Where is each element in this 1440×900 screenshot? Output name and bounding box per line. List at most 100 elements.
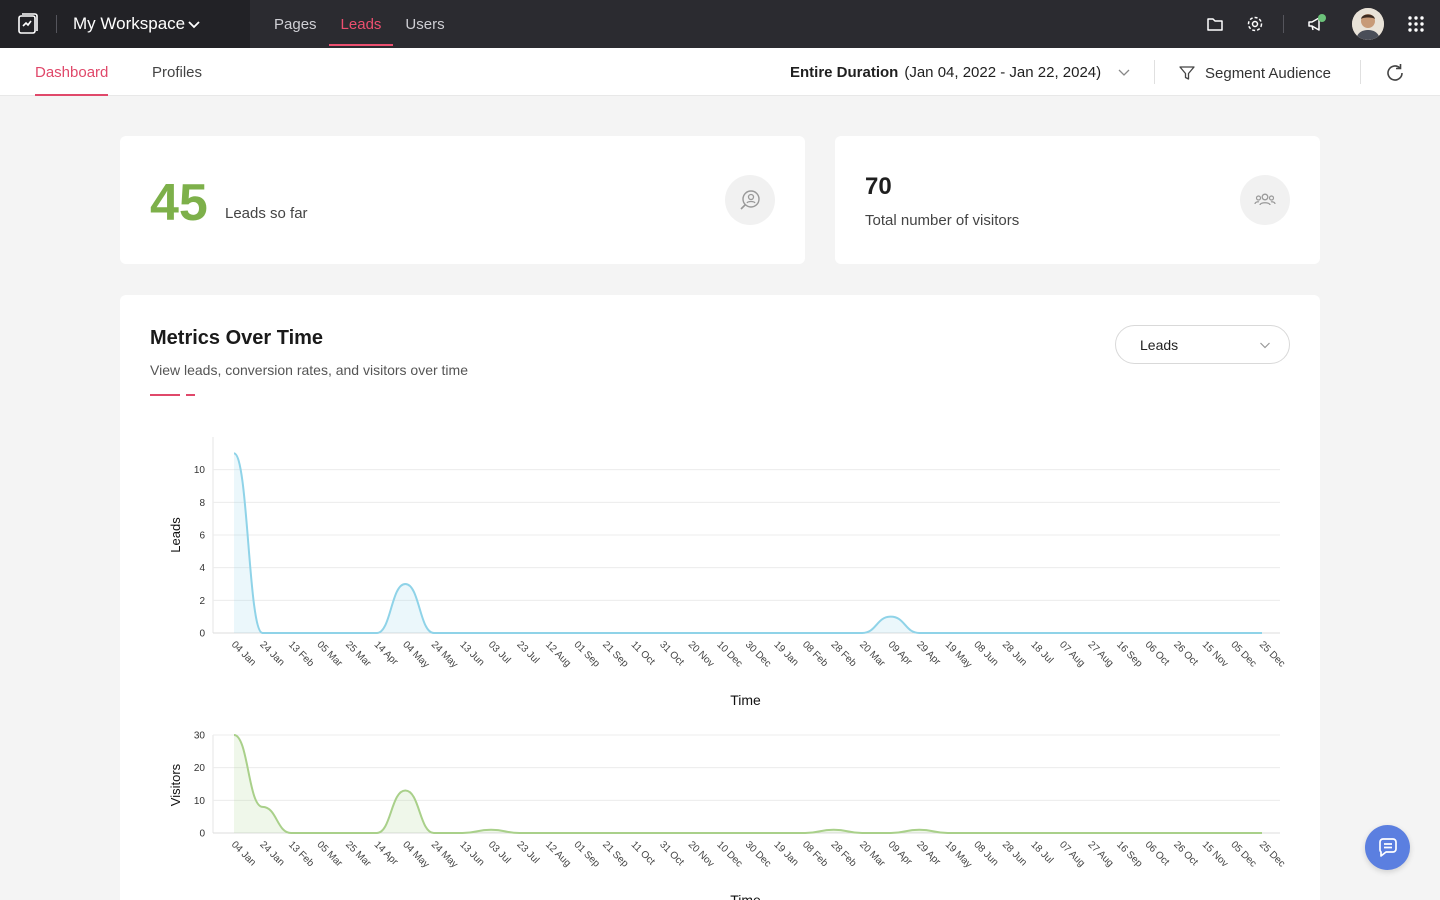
leads-label: Leads so far [225, 205, 308, 222]
x-tick-label: 08 Feb [800, 639, 830, 669]
users-group-icon [1240, 175, 1290, 225]
chat-icon [1378, 837, 1397, 857]
y-tick-label: 10 [194, 796, 206, 807]
avatar[interactable] [1352, 8, 1384, 40]
x-tick-label: 05 Dec [1228, 839, 1258, 869]
x-tick-label: 13 Feb [286, 839, 316, 869]
series-line [233, 452, 1262, 634]
x-tick-label: 08 Feb [800, 839, 830, 869]
x-tick-label: 06 Oct [1143, 639, 1172, 668]
x-tick-label: 30 Dec [743, 839, 773, 869]
y-axis-label: Leads [168, 517, 183, 553]
metrics-title: Metrics Over Time [150, 327, 324, 349]
x-tick-label: 23 Jul [514, 639, 541, 666]
x-tick-label: 05 Mar [315, 839, 345, 869]
x-tick-label: 30 Dec [743, 639, 773, 669]
x-tick-label: 07 Aug [1057, 839, 1087, 869]
x-tick-label: 25 Mar [343, 639, 373, 669]
leads-count: 45 [150, 174, 208, 232]
duration-label: Entire Duration [790, 64, 899, 81]
x-tick-label: 05 Mar [315, 639, 345, 669]
x-tick-label: 13 Jun [457, 639, 486, 668]
segment-audience-label: Segment Audience [1205, 64, 1331, 82]
x-tick-label: 20 Mar [857, 839, 887, 869]
y-tick-label: 30 [194, 731, 206, 742]
x-tick-label: 14 Apr [372, 839, 401, 868]
divider [1154, 60, 1155, 84]
x-tick-label: 18 Jul [1028, 839, 1055, 866]
series-line [233, 734, 1262, 834]
x-tick-label: 25 Dec [1257, 839, 1287, 869]
lead-search-icon [725, 175, 775, 225]
divider [1283, 15, 1284, 33]
y-axis-label: Visitors [168, 763, 183, 806]
refresh-icon[interactable] [1383, 61, 1407, 85]
x-tick-label: 11 Oct [629, 839, 657, 867]
nav-users[interactable]: Users [405, 15, 445, 33]
workspace-name[interactable]: My Workspace [73, 14, 186, 33]
metric-type-select[interactable]: Leads [1115, 325, 1290, 364]
x-tick-label: 03 Jul [486, 839, 513, 866]
x-tick-label: 10 Dec [714, 639, 744, 669]
x-tick-label: 05 Dec [1228, 639, 1258, 669]
x-tick-label: 14 Apr [372, 639, 401, 668]
x-tick-label: 19 May [943, 839, 974, 870]
x-tick-label: 04 May [400, 839, 431, 870]
title-underline [150, 394, 180, 396]
app-logo-icon [18, 13, 38, 34]
x-tick-label: 31 Oct [657, 639, 686, 668]
chevron-down-icon[interactable] [186, 16, 202, 32]
x-tick-label: 04 May [400, 639, 431, 670]
duration-selector[interactable]: Entire Duration (Jan 04, 2022 - Jan 22, 2… [790, 64, 1101, 81]
x-tick-label: 25 Dec [1257, 639, 1287, 669]
title-underline [186, 394, 195, 396]
chat-support-button[interactable] [1365, 825, 1410, 870]
x-tick-label: 28 Jun [1000, 839, 1029, 868]
x-tick-label: 13 Feb [286, 639, 316, 669]
x-tick-label: 16 Sep [1114, 639, 1144, 669]
folder-icon[interactable] [1203, 12, 1227, 36]
x-axis-label: Time [730, 692, 761, 708]
x-tick-label: 19 Jan [771, 839, 800, 868]
apps-grid-icon[interactable] [1404, 12, 1428, 36]
segment-audience-button[interactable]: Segment Audience [1178, 62, 1331, 84]
tab-dashboard[interactable]: Dashboard [35, 48, 109, 96]
x-tick-label: 24 Jan [257, 839, 286, 868]
x-tick-label: 24 May [429, 639, 460, 670]
x-tick-label: 19 Jan [771, 639, 800, 668]
announcement-icon[interactable] [1304, 12, 1328, 36]
y-tick-label: 20 [194, 763, 206, 774]
x-tick-label: 29 Apr [914, 639, 943, 668]
x-tick-label: 01 Sep [572, 839, 602, 869]
visitors-card: 70 Total number of visitors [835, 136, 1320, 264]
x-axis-label: Time [730, 892, 761, 900]
x-tick-label: 10 Dec [714, 839, 744, 869]
x-tick-label: 04 Jan [229, 839, 258, 868]
y-tick-label: 0 [199, 829, 205, 840]
x-tick-label: 06 Oct [1143, 839, 1172, 868]
x-tick-label: 26 Oct [1171, 839, 1200, 868]
chevron-down-icon[interactable] [1117, 65, 1131, 79]
nav-leads[interactable]: Leads [328, 0, 394, 48]
visitors-label: Total number of visitors [865, 212, 1020, 229]
x-tick-label: 24 Jan [257, 639, 286, 668]
y-tick-label: 4 [199, 563, 205, 574]
x-tick-label: 01 Sep [572, 639, 602, 669]
x-tick-label: 20 Mar [857, 639, 887, 669]
x-tick-label: 31 Oct [657, 839, 686, 868]
nav-pages[interactable]: Pages [274, 15, 317, 33]
x-tick-label: 12 Aug [543, 639, 573, 669]
workspace-switcher[interactable]: My Workspace [0, 0, 250, 48]
x-tick-label: 21 Sep [600, 839, 630, 869]
tab-profiles[interactable]: Profiles [152, 63, 203, 81]
series-area [234, 453, 1262, 633]
settings-icon[interactable] [1243, 12, 1267, 36]
x-tick-label: 29 Apr [914, 839, 943, 868]
leads-card: 45 Leads so far [120, 136, 805, 264]
x-tick-label: 19 May [943, 639, 974, 670]
x-tick-label: 09 Apr [886, 839, 915, 868]
x-tick-label: 13 Jun [457, 839, 486, 868]
x-tick-label: 28 Feb [829, 839, 859, 869]
